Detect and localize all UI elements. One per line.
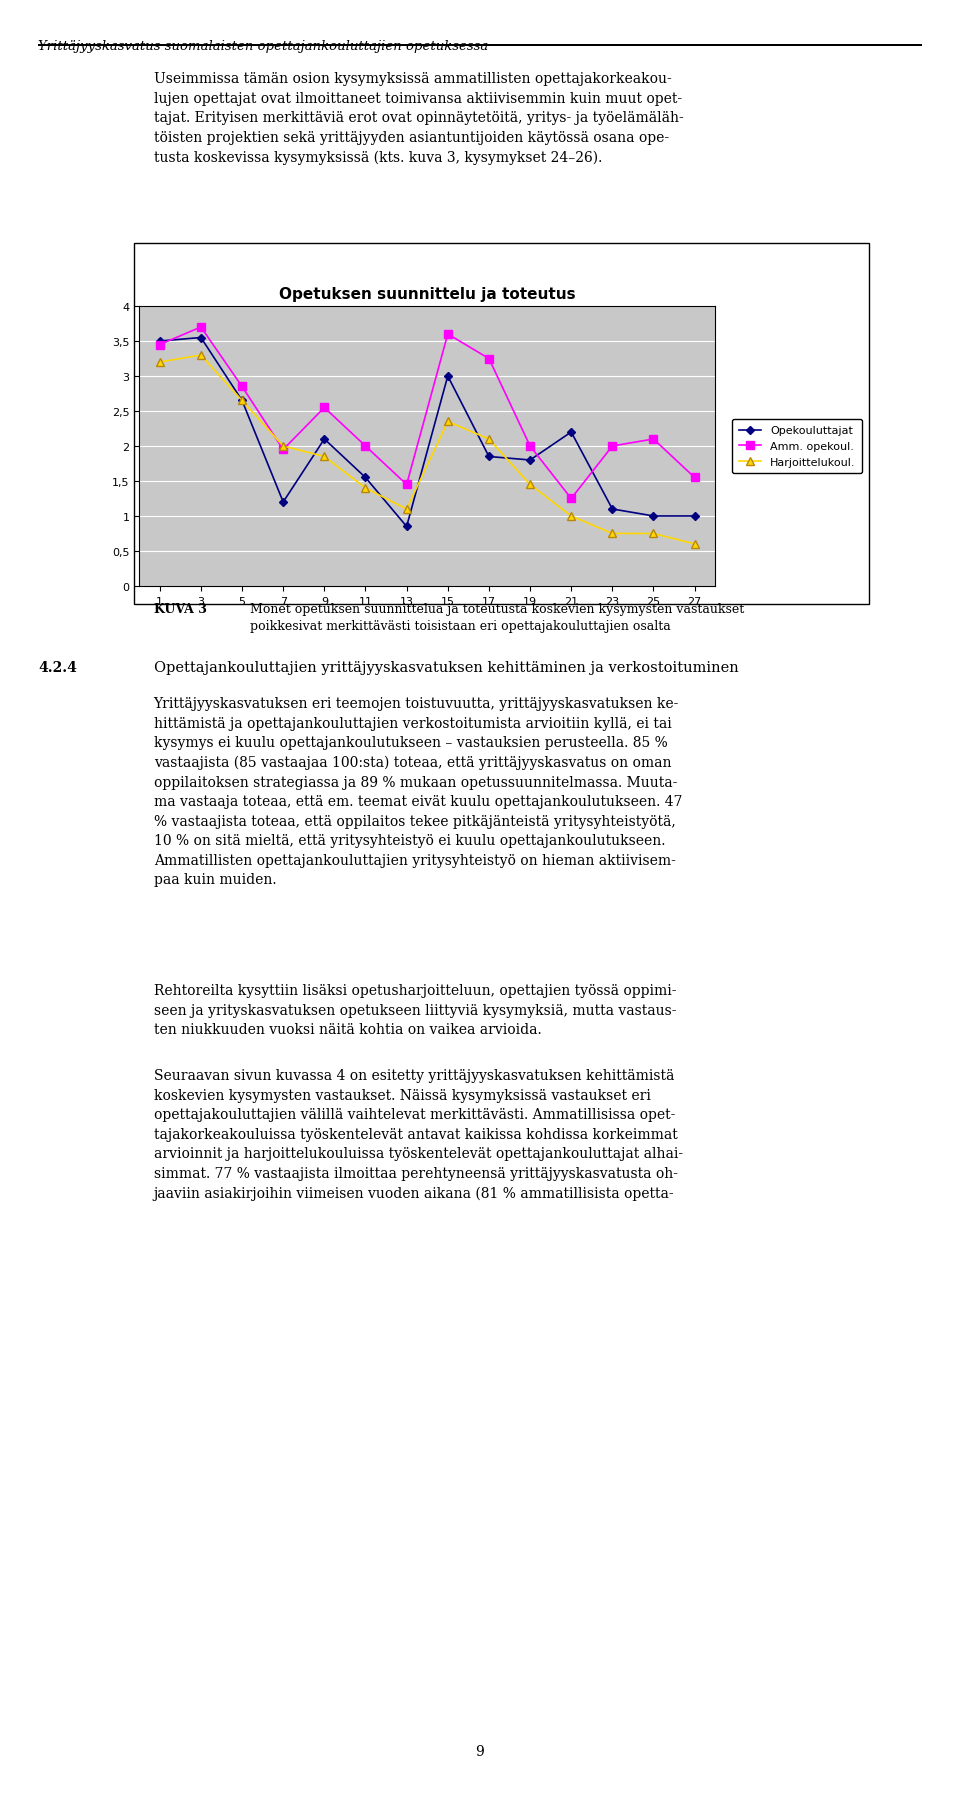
Text: Yrittäjyyskasvatuksen eri teemojen toistuvuutta, yrittäjyyskasvatuksen ke-
hittä: Yrittäjyyskasvatuksen eri teemojen toist…	[154, 697, 683, 886]
Text: 4.2.4: 4.2.4	[38, 661, 77, 675]
Text: Yrittäjyyskasvatus suomalaisten opettajankouluttajien opetuksessa: Yrittäjyyskasvatus suomalaisten opettaja…	[38, 40, 489, 52]
Text: Seuraavan sivun kuvassa 4 on esitetty yrittäjyyskasvatuksen kehittämistä
koskevi: Seuraavan sivun kuvassa 4 on esitetty yr…	[154, 1069, 683, 1200]
Text: Rehtoreilta kysyttiin lisäksi opetusharjoitteluun, opettajien työssä oppimi-
see: Rehtoreilta kysyttiin lisäksi opetusharj…	[154, 984, 676, 1036]
Legend: Opekouluttajat, Amm. opekoul., Harjoittelukoul.: Opekouluttajat, Amm. opekoul., Harjoitte…	[732, 419, 862, 475]
Text: KUVA 3: KUVA 3	[154, 603, 206, 616]
Title: Opetuksen suunnittelu ja toteutus: Opetuksen suunnittelu ja toteutus	[279, 287, 575, 301]
Text: Opettajankouluttajien yrittäjyyskasvatuksen kehittäminen ja verkostoituminen: Opettajankouluttajien yrittäjyyskasvatuk…	[154, 661, 738, 675]
Text: Useimmissa tämän osion kysymyksissä ammatillisten opettajakorkeakou-
lujen opett: Useimmissa tämän osion kysymyksissä amma…	[154, 72, 684, 164]
Text: Monet opetuksen suunnittelua ja toteutusta koskevien kysymysten vastaukset
poikk: Monet opetuksen suunnittelua ja toteutus…	[250, 603, 744, 634]
Text: 9: 9	[475, 1744, 485, 1758]
